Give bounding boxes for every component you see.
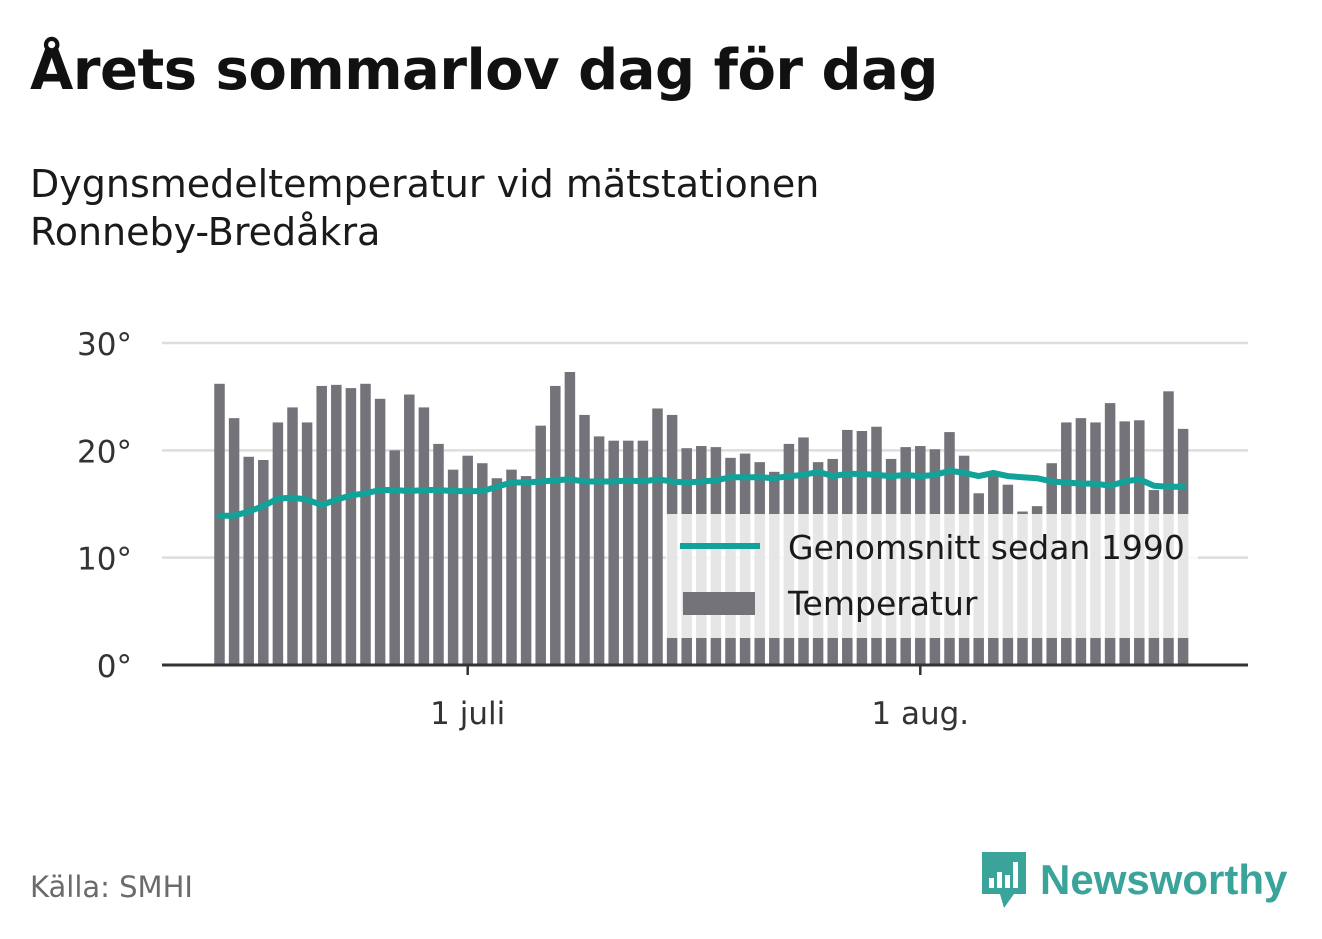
average-line	[216, 467, 1187, 519]
temperature-bar	[228, 418, 240, 665]
temperature-bar	[477, 463, 488, 665]
temperature-bar	[608, 440, 619, 665]
temperature-bar	[579, 414, 590, 665]
chart-title: Årets sommarlov dag för dag	[30, 38, 938, 103]
temperature-bar	[550, 385, 561, 665]
y-tick-label: 10°	[77, 542, 132, 578]
temperature-bar	[331, 384, 342, 665]
temperature-bar	[360, 383, 371, 665]
legend-label-line: Genomsnitt sedan 1990	[788, 528, 1185, 567]
legend: Genomsnitt sedan 1990 Temperatur	[666, 514, 1198, 638]
temperature-bar	[564, 371, 576, 665]
bar-chart-logo-icon	[982, 852, 1026, 908]
temperature-bar	[447, 469, 459, 665]
temperature-bar	[258, 459, 269, 665]
temperature-bar	[389, 450, 400, 665]
temperature-bar	[287, 407, 298, 665]
temperature-bar	[491, 478, 503, 665]
temperature-bar	[637, 440, 649, 665]
temperature-bar	[345, 388, 357, 665]
temperature-bar	[243, 456, 254, 665]
temperature-bar	[593, 436, 605, 665]
legend-background	[666, 514, 1198, 638]
subtitle-line-1: Dygnsmedeltemperatur vid mätstationen	[30, 162, 820, 206]
temperature-bar	[272, 422, 284, 665]
temperature-bar	[433, 443, 444, 665]
temperature-bar	[316, 385, 327, 665]
temperature-bar	[462, 455, 473, 665]
temperature-bar	[301, 422, 313, 665]
subtitle-line-2: Ronneby-Bredåkra	[30, 210, 381, 254]
temperature-bar	[652, 408, 663, 665]
chart-subtitle: Dygnsmedeltemperatur vid mätstationen Ro…	[30, 160, 1030, 256]
temperature-bar	[520, 476, 532, 665]
temperature-bar	[418, 407, 430, 665]
y-tick-label: 30°	[77, 327, 132, 363]
temperature-bar	[404, 394, 415, 665]
x-tick-label: 1 juli	[430, 696, 505, 732]
line-layer	[216, 467, 1187, 519]
y-tick-label: 0°	[97, 649, 132, 685]
legend-bar-swatch	[683, 592, 755, 615]
temperature-bar	[214, 383, 225, 665]
x-tick-label: 1 aug.	[871, 696, 969, 732]
temperature-bar	[374, 398, 386, 665]
source-note: Källa: SMHI	[30, 870, 193, 904]
temperature-bar	[535, 425, 546, 665]
temperature-bar	[506, 469, 517, 665]
y-tick-label: 20°	[77, 434, 132, 470]
temperature-bar	[623, 440, 634, 665]
legend-label-bar: Temperatur	[787, 584, 978, 623]
brand-name: Newsworthy	[1040, 856, 1288, 903]
brand-logo[interactable]: Newsworthy	[980, 850, 1287, 910]
axis-layer: 1 juli 1 aug.	[162, 663, 1248, 732]
